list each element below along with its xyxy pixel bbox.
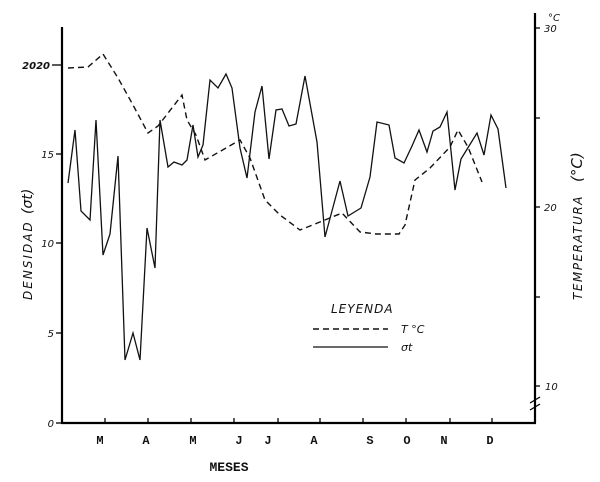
right-axis-title-text: TEMPERATURA [571, 195, 585, 300]
month-label: N [440, 434, 447, 448]
month-label: A [142, 434, 150, 448]
left-axis-title-text: DENSIDAD [21, 220, 35, 300]
left-axis-title: DENSIDAD (σt) [20, 189, 36, 300]
month-label: O [403, 434, 410, 448]
x-axis-title: MESES [209, 460, 248, 475]
right-tick-label: 20 [544, 203, 557, 214]
month-ticks [104, 418, 493, 423]
month-label: M [189, 434, 196, 448]
left-tick-label: 2020 [22, 61, 50, 72]
legend-title: LEYENDA [331, 302, 394, 316]
right-tick-labels: 30 20 10 °C [544, 13, 560, 393]
month-label: J [264, 434, 271, 448]
left-axis-unit: (σt) [20, 189, 36, 214]
left-tick-labels: 0 5 10 15 2020 [22, 61, 54, 430]
legend: LEYENDA T °C σt [313, 302, 425, 354]
month-label: D [486, 434, 493, 448]
left-tick-label: 0 [48, 419, 54, 430]
month-labels: M A M J J A S O N D [96, 434, 493, 448]
temperature-series-line [67, 52, 483, 235]
left-ticks [52, 64, 62, 424]
axes [60, 13, 537, 425]
month-label: A [310, 434, 318, 448]
legend-density-label: σt [401, 341, 413, 354]
right-tick-label: 10 [545, 382, 558, 393]
legend-temp-label: T °C [401, 323, 425, 336]
left-tick-label: 5 [48, 329, 54, 340]
month-label: S [366, 434, 373, 448]
right-axis-title: TEMPERATURA (°C) [568, 152, 586, 300]
right-ticks [535, 27, 540, 387]
left-tick-label: 15 [41, 150, 54, 161]
month-label: J [235, 434, 242, 448]
right-axis-corner-unit: °C [548, 13, 560, 24]
right-tick-label: 30 [544, 24, 557, 35]
left-tick-label: 10 [41, 239, 54, 250]
axis-break-icon [529, 396, 541, 411]
right-axis-unit: (°C) [568, 152, 586, 182]
density-series-line [67, 72, 507, 361]
month-label: M [96, 434, 103, 448]
